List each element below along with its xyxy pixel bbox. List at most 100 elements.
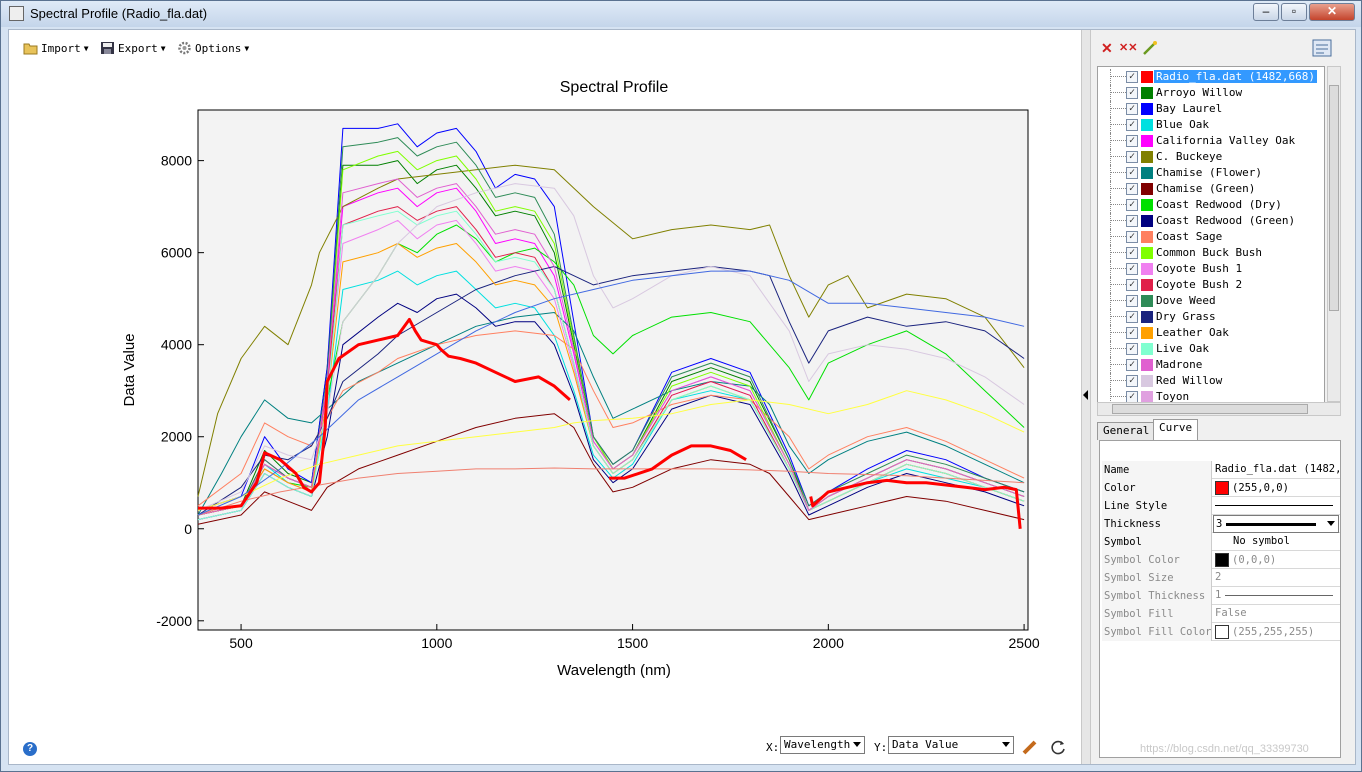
tree-item[interactable]: ✓ Common Buck Bush [1098, 245, 1324, 261]
options-menu[interactable]: Options ▼ [177, 40, 249, 56]
visibility-checkbox[interactable]: ✓ [1126, 295, 1138, 307]
prop-symbol[interactable]: Symbol No symbol [1102, 533, 1340, 551]
minimize-button[interactable]: – [1253, 3, 1279, 21]
tree-item[interactable]: ✓ Leather Oak [1098, 325, 1324, 341]
delete-icon[interactable]: ✕ [1101, 40, 1113, 56]
visibility-checkbox[interactable]: ✓ [1126, 327, 1138, 339]
wand-icon[interactable] [1141, 40, 1159, 56]
tree-item[interactable]: ✓ Live Oak [1098, 341, 1324, 357]
tree-item[interactable]: ✓ Coast Sage [1098, 229, 1324, 245]
export-menu[interactable]: Export ▼ [100, 40, 166, 56]
tree-item[interactable]: ✓ Arroyo Willow [1098, 85, 1324, 101]
y-selector-label: Y: [874, 741, 888, 754]
delete-all-icon[interactable]: ✕✕ [1119, 42, 1138, 54]
spectral-plot[interactable]: Spectral Profile 500 1000 1500 2000 2500 800… [9, 70, 1081, 730]
tree-horizontal-scrollbar[interactable] [1097, 402, 1341, 416]
tree-item-label: Arroyo Willow [1156, 86, 1243, 99]
pencil-icon[interactable] [1021, 738, 1039, 756]
visibility-checkbox[interactable]: ✓ [1126, 199, 1138, 211]
prop-name-value[interactable]: Radio_fla.dat (1482,668) [1215, 463, 1339, 475]
tree-item[interactable]: ✓ Coast Redwood (Dry) [1098, 197, 1324, 213]
x-tick-label: 1000 [421, 635, 452, 651]
tree-item[interactable]: ✓ Dry Grass [1098, 309, 1324, 325]
visibility-checkbox[interactable]: ✓ [1126, 151, 1138, 163]
visibility-checkbox[interactable]: ✓ [1126, 343, 1138, 355]
visibility-checkbox[interactable]: ✓ [1126, 183, 1138, 195]
color-swatch[interactable] [1215, 481, 1229, 495]
prop-symbol-value[interactable]: No symbol [1233, 535, 1290, 547]
tree-item[interactable]: ✓ California Valley Oak [1098, 133, 1324, 149]
x-tick-label: 1500 [617, 635, 648, 651]
scrollbar-thumb[interactable] [1112, 404, 1308, 414]
visibility-checkbox[interactable]: ✓ [1126, 103, 1138, 115]
tab-general[interactable]: General [1097, 422, 1156, 440]
tree-item[interactable]: ✓ Madrone [1098, 357, 1324, 373]
curve-tree[interactable]: ✓ Radio_fla.dat (1482,668) ✓ Arroyo Willow ✓… [1097, 66, 1325, 416]
collapse-arrow-icon[interactable] [1083, 390, 1088, 400]
tree-item[interactable]: ✓ Chamise (Green) [1098, 181, 1324, 197]
tree-item[interactable]: ✓ Bay Laurel [1098, 101, 1324, 117]
maximize-button[interactable]: ▫ [1281, 3, 1307, 21]
refresh-icon[interactable] [1049, 738, 1067, 756]
tree-guide [1110, 133, 1111, 149]
visibility-checkbox[interactable]: ✓ [1126, 231, 1138, 243]
prop-color[interactable]: Color (255,0,0) [1102, 479, 1340, 497]
chevron-down-icon[interactable] [1327, 521, 1335, 526]
x-axis-select[interactable]: Wavelength [780, 736, 865, 754]
series-line [197, 224, 1025, 516]
prop-color-value: (255,0,0) [1232, 482, 1289, 494]
tree-vertical-scrollbar[interactable] [1327, 66, 1341, 402]
tree-item[interactable]: ✓ Coyote Bush 1 [1098, 261, 1324, 277]
close-button[interactable]: ✕ [1309, 3, 1355, 21]
tree-guide [1110, 149, 1111, 165]
tree-guide [1110, 277, 1111, 293]
visibility-checkbox[interactable]: ✓ [1126, 167, 1138, 179]
prop-thickness[interactable]: Thickness 3 [1102, 515, 1340, 533]
tree-item[interactable]: ✓ Red Willow [1098, 373, 1324, 389]
tree-guide [1110, 389, 1111, 405]
visibility-checkbox[interactable]: ✓ [1126, 71, 1138, 83]
symbol-fill-color-swatch [1215, 625, 1229, 639]
tree-item[interactable]: ✓ C. Buckeye [1098, 149, 1324, 165]
series-line [197, 312, 1025, 516]
tab-curve[interactable]: Curve [1153, 419, 1199, 440]
tree-item-label: Leather Oak [1156, 326, 1229, 339]
prop-thickness-value: 3 [1216, 518, 1223, 530]
visibility-checkbox[interactable]: ✓ [1126, 311, 1138, 323]
prop-symbol-fill: Symbol Fill False [1102, 605, 1340, 623]
prop-line-style[interactable]: Line Style [1102, 497, 1340, 515]
tree-item-label: California Valley Oak [1156, 134, 1296, 147]
visibility-checkbox[interactable]: ✓ [1126, 279, 1138, 291]
curve-color-swatch [1141, 359, 1153, 371]
tree-guide [1110, 197, 1111, 213]
import-menu[interactable]: Import ▼ [23, 40, 89, 56]
tree-item[interactable]: ✓ Chamise (Flower) [1098, 165, 1324, 181]
tree-item[interactable]: ✓ Radio_fla.dat (1482,668) [1098, 69, 1324, 85]
visibility-checkbox[interactable]: ✓ [1126, 247, 1138, 259]
x-axis: 500 1000 1500 2000 2500 [229, 624, 1040, 651]
series-line [197, 293, 1025, 521]
prop-symbol-fill-color: Symbol Fill Color (255,255,255) [1102, 623, 1340, 641]
tree-item[interactable]: ✓ Dove Weed [1098, 293, 1324, 309]
properties-icon[interactable] [1311, 38, 1333, 58]
visibility-checkbox[interactable]: ✓ [1126, 215, 1138, 227]
visibility-checkbox[interactable]: ✓ [1126, 135, 1138, 147]
panel-splitter[interactable] [1081, 30, 1091, 764]
client-area: Import ▼ Export ▼ Options ▼ Spectral Pro… [8, 29, 1356, 765]
visibility-checkbox[interactable]: ✓ [1126, 375, 1138, 387]
visibility-checkbox[interactable]: ✓ [1126, 359, 1138, 371]
y-tick-label: 6000 [161, 245, 192, 261]
scrollbar-thumb[interactable] [1329, 85, 1339, 311]
visibility-checkbox[interactable]: ✓ [1126, 119, 1138, 131]
visibility-checkbox[interactable]: ✓ [1126, 263, 1138, 275]
tree-guide [1110, 325, 1111, 341]
y-axis-select-value: Data Value [892, 738, 959, 751]
visibility-checkbox[interactable]: ✓ [1126, 87, 1138, 99]
y-axis-select[interactable]: Data Value [888, 736, 1014, 754]
tree-item[interactable]: ✓ Blue Oak [1098, 117, 1324, 133]
help-icon[interactable]: ? [23, 742, 37, 756]
curve-color-swatch [1141, 247, 1153, 259]
tree-item[interactable]: ✓ Coyote Bush 2 [1098, 277, 1324, 293]
tree-item[interactable]: ✓ Coast Redwood (Green) [1098, 213, 1324, 229]
